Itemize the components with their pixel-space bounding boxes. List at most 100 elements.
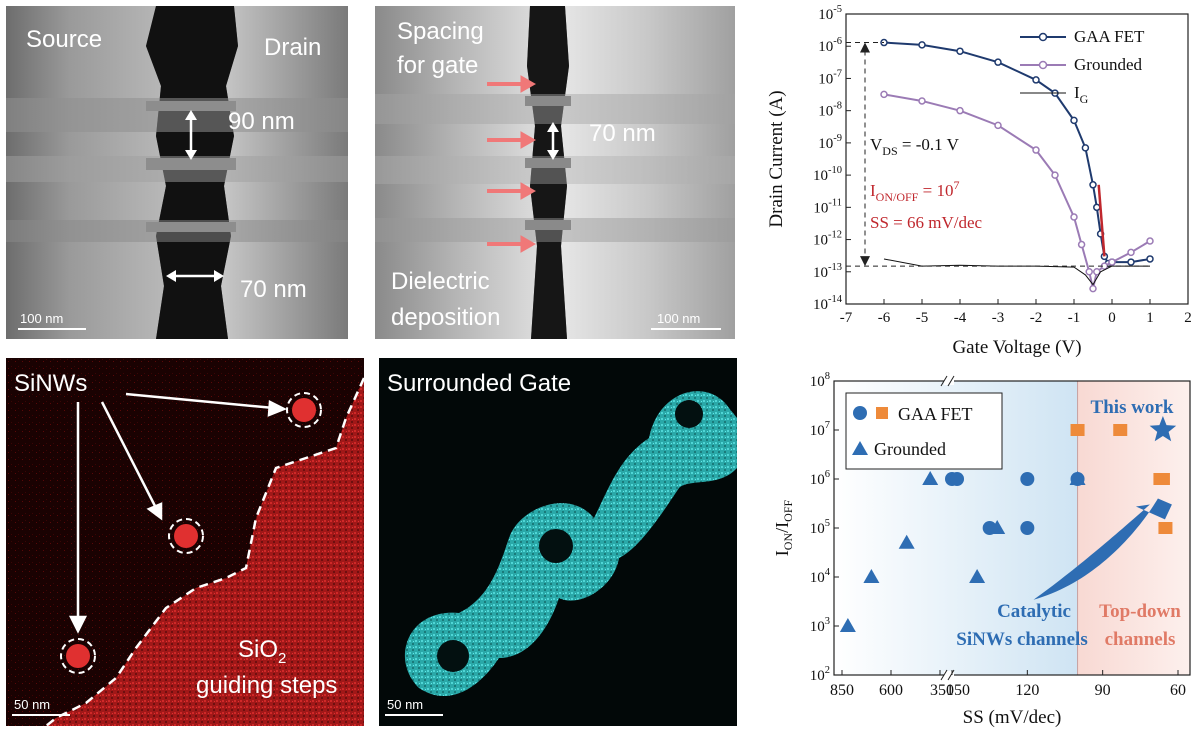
sem-panel-source-drain: Source Drain 90 nm 70 nm 100 nm xyxy=(6,6,348,339)
data-point xyxy=(1108,258,1116,266)
data-point xyxy=(1127,258,1135,266)
y-tick-label: 10-7 xyxy=(818,68,842,87)
scale-bar xyxy=(12,714,70,716)
data-point xyxy=(918,41,926,49)
data-point xyxy=(1089,181,1097,189)
data-point xyxy=(1093,203,1101,212)
x-tick-label: -4 xyxy=(954,310,967,326)
benchmark-scatter-chart: 850 600 350 150 120 90 60 102 103 104 105 106 107 108… xyxy=(752,365,1200,734)
data-point xyxy=(1089,284,1097,293)
dielectric-label-line1: Dielectric xyxy=(391,268,490,295)
x-tick-label: 350 xyxy=(930,682,954,699)
dimension-70nm: 70 nm xyxy=(240,276,307,303)
scale-bar xyxy=(385,714,443,716)
x-tick-label: -7 xyxy=(840,310,853,326)
sio2-label: SiO2 xyxy=(238,636,287,667)
top-down-label-line2: channels xyxy=(1105,629,1176,650)
data-point xyxy=(1051,171,1059,179)
plot-frame xyxy=(845,13,1189,305)
y-tick-label: 10-12 xyxy=(813,230,842,249)
this-work-label: This work xyxy=(1091,397,1174,418)
y-tick-label: 10-6 xyxy=(818,36,842,55)
ss-fit-line xyxy=(1097,184,1106,257)
sem-image-source-drain xyxy=(6,6,348,339)
axis-break-mask xyxy=(944,377,954,385)
y-tick-label: 10-10 xyxy=(813,165,842,184)
x-tick-label: 60 xyxy=(1170,682,1186,699)
legend-triangle-marker xyxy=(852,441,868,455)
x-tick-label: -6 xyxy=(878,310,891,326)
x-tick-label: -2 xyxy=(1030,310,1043,326)
y-tick-label: 102 xyxy=(810,665,830,684)
y-tick-label: 106 xyxy=(810,469,830,488)
legend-circle-marker xyxy=(853,406,867,420)
dimension-90nm: 90 nm xyxy=(228,108,295,135)
data-point xyxy=(1093,268,1101,276)
series-line-ig xyxy=(883,258,1150,286)
top-down-label-line1: Top-down xyxy=(1099,601,1181,622)
sem-panel-dielectric: Spacing for gate 70 nm Dielectric deposi… xyxy=(375,6,735,339)
arrow-head-bottom xyxy=(860,256,870,267)
legend-box xyxy=(845,392,1003,470)
scale-bar-label: 50 nm xyxy=(14,697,51,712)
y-tick-label: 104 xyxy=(810,567,831,586)
scale-bar-label: 50 nm xyxy=(387,697,424,712)
annotation-ss: SS = 66 mV/dec xyxy=(870,213,983,232)
y-tick-label: 10-8 xyxy=(818,101,842,120)
gaa-circle-point xyxy=(950,472,965,486)
data-point xyxy=(1081,144,1090,152)
gaa-circle-point xyxy=(1020,521,1035,535)
drain-label: Drain xyxy=(264,34,322,61)
x-tick-label: 600 xyxy=(879,682,903,699)
grounded-triangle-point xyxy=(839,618,856,632)
transfer-curve-svg: -7 -6 -5 -4 -3 -2 -1 0 1 2 10-14 10-13 10-12 10-11 10-… xyxy=(766,4,1192,358)
eds-image-sinws xyxy=(6,358,364,726)
eds-image-surrounded-gate xyxy=(379,358,737,726)
improvement-arrow xyxy=(1033,498,1172,600)
data-point xyxy=(880,90,888,99)
grounded-triangle-point xyxy=(922,471,939,485)
arrow-head-top xyxy=(860,42,870,53)
axis-break-mark xyxy=(947,669,955,681)
legend-gaa-fet: GAA FET xyxy=(898,404,973,424)
catalytic-label-line1: Catalytic xyxy=(997,601,1071,622)
legend-grounded: Grounded xyxy=(1074,55,1142,74)
spacing-label-line2: for gate xyxy=(397,52,479,79)
y-tick-label: 10-13 xyxy=(813,262,842,281)
x-tick-label: 2 xyxy=(1184,310,1192,326)
catalytic-label-line2: SiNWs channels xyxy=(956,629,1087,650)
x-tick-label: -5 xyxy=(916,310,929,326)
sinws-label: SiNWs xyxy=(14,370,88,397)
x-axis-label: Gate Voltage (V) xyxy=(952,337,1081,358)
y-tick-label: 10-11 xyxy=(813,197,842,216)
data-point xyxy=(1085,268,1093,276)
gaa-square-point xyxy=(1158,522,1173,534)
this-work-star-point xyxy=(1149,416,1177,442)
x-tick-label: 850 xyxy=(830,682,854,699)
dielectric-label-line2: deposition xyxy=(391,304,501,331)
x-tick-label: -1 xyxy=(1068,310,1081,326)
scale-bar xyxy=(18,328,86,330)
grounded-triangle-point xyxy=(969,569,986,583)
data-point xyxy=(918,97,926,105)
data-point xyxy=(994,58,1002,66)
eds-panel-sinws: SiNWs SiO2 guiding steps 50 nm xyxy=(6,358,364,726)
y-tick-label: 103 xyxy=(810,616,830,635)
dimension-70nm-gate: 70 nm xyxy=(589,120,656,147)
y-tick-label: 10-14 xyxy=(813,294,843,313)
data-point xyxy=(956,106,964,115)
x-tick-label: 120 xyxy=(1015,682,1039,699)
data-point xyxy=(1070,116,1078,125)
gaa-square-point xyxy=(1155,473,1170,485)
axis-break-mark xyxy=(940,669,948,681)
y-tick-label: 10-5 xyxy=(818,4,842,23)
axis-break-mark xyxy=(947,375,955,387)
grounded-triangle-point xyxy=(1069,471,1086,485)
data-point xyxy=(1032,76,1040,84)
gaa-circle-point xyxy=(1020,472,1035,486)
annotation-ion-off: ION/OFF = 107 xyxy=(870,178,959,204)
legend-grounded: Grounded xyxy=(874,439,946,459)
y-axis-label: ION/IOFF xyxy=(772,499,795,556)
spacing-label-line1: Spacing xyxy=(397,18,484,45)
